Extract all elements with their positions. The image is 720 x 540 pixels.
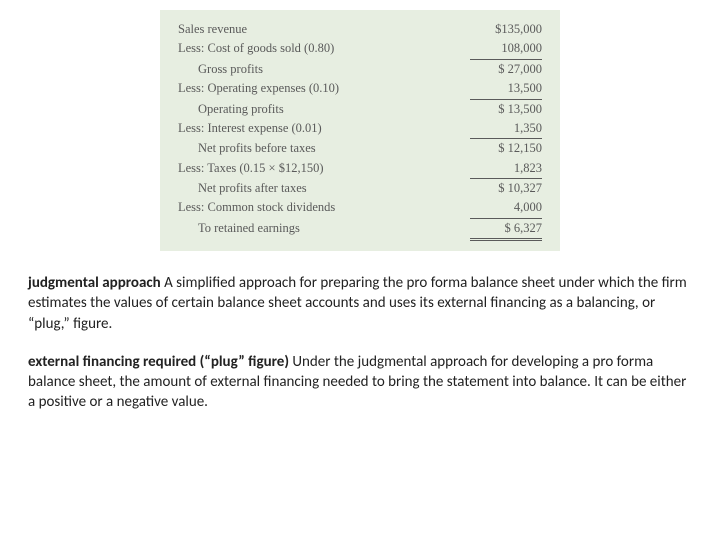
- statement-row: Sales revenue$135,000: [178, 20, 542, 39]
- definition: judgmental approach A simplified approac…: [28, 273, 692, 334]
- row-value: $ 13,500: [470, 100, 542, 119]
- statement-row: Less: Interest expense (0.01)1,350: [178, 119, 542, 139]
- row-value: 108,000: [470, 39, 542, 59]
- row-value: $ 10,327: [470, 179, 542, 198]
- statement-row: Less: Common stock dividends4,000: [178, 198, 542, 218]
- statement-row: Less: Taxes (0.15 × $12,150)1,823: [178, 159, 542, 179]
- statement-row: Net profits after taxes$ 10,327: [178, 179, 542, 198]
- row-value: 13,500: [470, 79, 542, 99]
- income-statement-table: Sales revenue$135,000Less: Cost of goods…: [160, 10, 560, 251]
- statement-row: Net profits before taxes$ 12,150: [178, 139, 542, 158]
- definition-term: external financing required (“plug” figu…: [28, 353, 289, 371]
- row-value: $ 6,327: [470, 219, 542, 241]
- row-value: $ 27,000: [470, 60, 542, 79]
- statement-row: Operating profits$ 13,500: [178, 100, 542, 119]
- row-label: Sales revenue: [178, 20, 470, 39]
- row-label: Less: Operating expenses (0.10): [178, 79, 470, 98]
- row-label: Less: Cost of goods sold (0.80): [178, 39, 470, 58]
- statement-row: Gross profits$ 27,000: [178, 60, 542, 79]
- row-label: Less: Taxes (0.15 × $12,150): [178, 159, 470, 178]
- row-label: Net profits before taxes: [178, 139, 470, 158]
- definition: external financing required (“plug” figu…: [28, 352, 692, 413]
- definitions-block: judgmental approach A simplified approac…: [28, 273, 692, 413]
- statement-row: To retained earnings$ 6,327: [178, 219, 542, 241]
- row-label: To retained earnings: [178, 219, 470, 238]
- row-value: $135,000: [470, 20, 542, 39]
- row-value: 4,000: [470, 198, 542, 218]
- row-value: $ 12,150: [470, 139, 542, 158]
- definition-term: judgmental approach: [28, 274, 161, 292]
- row-label: Less: Interest expense (0.01): [178, 119, 470, 138]
- row-value: 1,350: [470, 119, 542, 139]
- statement-row: Less: Operating expenses (0.10)13,500: [178, 79, 542, 99]
- statement-row: Less: Cost of goods sold (0.80)108,000: [178, 39, 542, 59]
- row-value: 1,823: [470, 159, 542, 179]
- row-label: Net profits after taxes: [178, 179, 470, 198]
- page: Sales revenue$135,000Less: Cost of goods…: [0, 0, 720, 413]
- row-label: Gross profits: [178, 60, 470, 79]
- row-label: Less: Common stock dividends: [178, 198, 470, 217]
- row-label: Operating profits: [178, 100, 470, 119]
